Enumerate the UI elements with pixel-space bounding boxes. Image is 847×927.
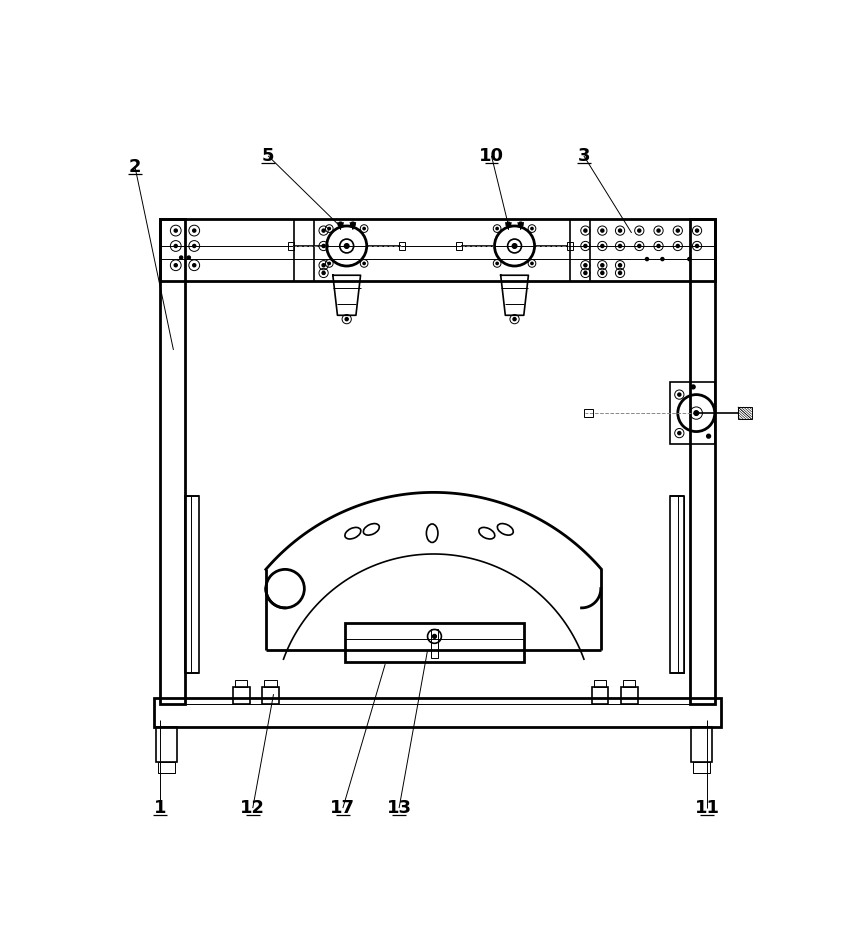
- Bar: [691, 728, 712, 762]
- Circle shape: [706, 434, 711, 438]
- Circle shape: [496, 262, 498, 264]
- Circle shape: [678, 393, 681, 396]
- Bar: [235, 679, 247, 687]
- Bar: [584, 409, 593, 417]
- Circle shape: [584, 229, 587, 232]
- Circle shape: [531, 227, 533, 230]
- Circle shape: [346, 318, 348, 321]
- Circle shape: [322, 245, 325, 248]
- Circle shape: [174, 245, 177, 248]
- Circle shape: [322, 229, 325, 232]
- Bar: [591, 687, 608, 705]
- Bar: [678, 496, 684, 673]
- Bar: [670, 496, 684, 673]
- Circle shape: [691, 385, 695, 388]
- Text: 11: 11: [695, 799, 720, 817]
- Circle shape: [657, 229, 660, 232]
- Circle shape: [618, 272, 622, 274]
- Circle shape: [193, 245, 196, 248]
- Bar: [399, 242, 405, 250]
- Bar: [158, 762, 175, 773]
- Bar: [567, 242, 573, 250]
- Circle shape: [338, 222, 343, 227]
- Bar: [346, 623, 523, 662]
- Bar: [264, 679, 277, 687]
- Bar: [594, 679, 606, 687]
- Circle shape: [695, 245, 699, 248]
- Bar: [160, 219, 715, 281]
- Circle shape: [187, 256, 191, 259]
- Text: 2: 2: [129, 158, 141, 176]
- Text: 13: 13: [386, 799, 412, 817]
- Circle shape: [328, 262, 330, 264]
- Circle shape: [688, 258, 691, 260]
- Circle shape: [174, 229, 177, 232]
- Circle shape: [433, 634, 436, 639]
- Circle shape: [193, 263, 196, 267]
- Circle shape: [531, 262, 533, 264]
- Text: 3: 3: [578, 146, 590, 165]
- Circle shape: [363, 227, 365, 230]
- Bar: [693, 762, 710, 773]
- Circle shape: [601, 229, 604, 232]
- Circle shape: [661, 258, 664, 260]
- Circle shape: [618, 263, 622, 267]
- Bar: [160, 219, 185, 705]
- Circle shape: [676, 245, 679, 248]
- Text: 1: 1: [154, 799, 167, 817]
- Circle shape: [513, 318, 516, 321]
- Circle shape: [645, 258, 649, 260]
- Circle shape: [618, 245, 622, 248]
- Circle shape: [584, 263, 587, 267]
- Circle shape: [601, 263, 604, 267]
- Circle shape: [180, 256, 183, 259]
- Circle shape: [601, 245, 604, 248]
- Bar: [185, 496, 199, 673]
- Bar: [154, 698, 721, 728]
- Bar: [233, 687, 250, 705]
- Bar: [621, 687, 638, 705]
- Circle shape: [601, 272, 604, 274]
- Bar: [738, 407, 752, 419]
- Bar: [623, 679, 635, 687]
- Circle shape: [345, 244, 349, 248]
- Circle shape: [193, 229, 196, 232]
- Circle shape: [695, 229, 699, 232]
- Bar: [670, 382, 715, 444]
- Circle shape: [584, 245, 587, 248]
- Circle shape: [694, 411, 699, 415]
- Bar: [185, 496, 191, 673]
- Bar: [262, 687, 279, 705]
- Circle shape: [322, 263, 325, 267]
- Circle shape: [351, 222, 355, 227]
- Circle shape: [584, 272, 587, 274]
- Circle shape: [328, 227, 330, 230]
- Circle shape: [657, 245, 660, 248]
- Bar: [430, 629, 439, 658]
- Text: 12: 12: [241, 799, 265, 817]
- Text: 5: 5: [262, 146, 274, 165]
- Circle shape: [363, 262, 365, 264]
- Text: 10: 10: [479, 146, 504, 165]
- Circle shape: [638, 229, 641, 232]
- Circle shape: [518, 222, 523, 227]
- Bar: [456, 242, 462, 250]
- Circle shape: [678, 432, 681, 435]
- Circle shape: [507, 222, 511, 227]
- Text: 17: 17: [330, 799, 356, 817]
- Circle shape: [496, 227, 498, 230]
- Circle shape: [512, 244, 517, 248]
- Bar: [156, 728, 177, 762]
- Bar: [690, 219, 715, 705]
- Circle shape: [174, 263, 177, 267]
- Circle shape: [676, 229, 679, 232]
- Circle shape: [638, 245, 641, 248]
- Bar: [288, 242, 295, 250]
- Circle shape: [322, 272, 325, 274]
- Circle shape: [618, 229, 622, 232]
